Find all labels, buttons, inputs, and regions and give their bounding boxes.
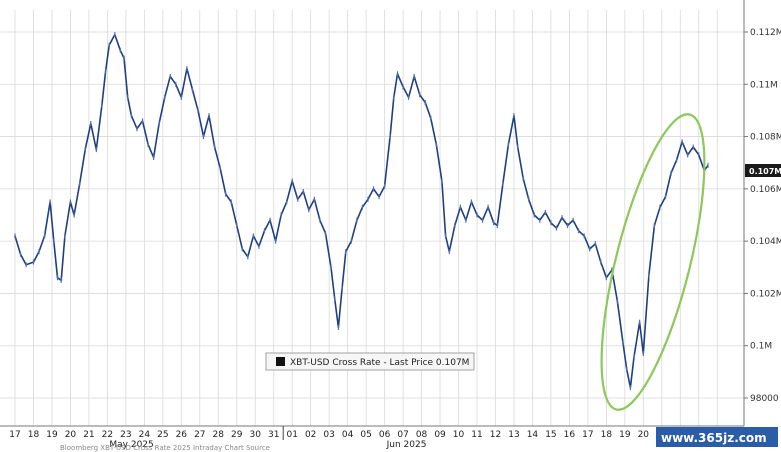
- x-tick-label: 14: [527, 430, 539, 440]
- legend-label: XBT-USD Cross Rate - Last Price 0.107M: [290, 358, 469, 368]
- x-tick-label: 30: [250, 430, 262, 440]
- x-tick-label: 16: [564, 430, 576, 440]
- x-tick-label: 24: [139, 430, 151, 440]
- x-tick-label: 20: [65, 430, 77, 440]
- x-tick-label: 04: [342, 430, 354, 440]
- x-tick-label: 11: [471, 430, 482, 440]
- x-tick-label: 26: [176, 430, 188, 440]
- y-tick-label: 0.106M: [750, 185, 781, 195]
- y-tick-label: 0.1M: [750, 342, 772, 352]
- x-tick-label: 05: [360, 430, 371, 440]
- y-axis: 0.112M 0.11M 0.108M 0.106M 0.104M 0.102M 0.1M 9…: [744, 28, 781, 404]
- x-tick-label: 17: [9, 430, 20, 440]
- x-tick-label: 01: [286, 430, 297, 440]
- y-tick-label: 0.112M: [750, 28, 781, 38]
- x-tick-label: 10: [453, 430, 465, 440]
- x-tick-label: 03: [323, 430, 334, 440]
- y-tick-label: 0.104M: [750, 237, 781, 247]
- highlight-ellipse: [600, 113, 706, 411]
- x-tick-label: 27: [194, 430, 205, 440]
- x-tick-label: 28: [213, 430, 225, 440]
- x-tick-label: 23: [120, 430, 131, 440]
- y-tick-label: 0.11M: [750, 80, 778, 90]
- x-tick-label: 08: [416, 430, 428, 440]
- x-tick-label: 12: [490, 430, 501, 440]
- x-tick-label: 09: [434, 430, 446, 440]
- x-tick-label: 25: [157, 430, 168, 440]
- month-label: May 2025: [109, 440, 153, 450]
- y-tick-label: 98000: [750, 394, 779, 404]
- x-tick-label: 22: [102, 430, 113, 440]
- series-layer: [14, 32, 709, 391]
- x-tick-label: 02: [305, 430, 316, 440]
- x-tick-label: 18: [601, 430, 613, 440]
- x-tick-label: 13: [508, 430, 519, 440]
- month-label: Jun 2025: [386, 440, 427, 450]
- x-tick-label: 17: [582, 430, 593, 440]
- y-tick-label: 0.108M: [750, 133, 781, 143]
- x-tick-label: 19: [619, 430, 631, 440]
- legend: XBT-USD Cross Rate - Last Price 0.107M: [265, 352, 475, 371]
- x-tick-label: 31: [268, 430, 279, 440]
- x-tick-label: 15: [545, 430, 556, 440]
- x-tick-label: 21: [83, 430, 94, 440]
- watermark-text: www.365jz.com: [661, 431, 767, 445]
- x-tick-label: 20: [638, 430, 650, 440]
- legend-swatch: [276, 357, 285, 366]
- x-tick-label: 18: [28, 430, 40, 440]
- price-line: [14, 33, 709, 389]
- x-tick-label: 07: [397, 430, 408, 440]
- watermark: www.365jz.com: [656, 427, 778, 447]
- last-price-label: 0.107M: [749, 167, 781, 176]
- footer-text: Bloomberg XBT-USD Cross Rate 2025 Intrad…: [60, 444, 270, 452]
- y-tick-label: 0.102M: [750, 289, 781, 299]
- x-tick-label: 29: [231, 430, 243, 440]
- x-tick-label: 19: [46, 430, 58, 440]
- last-price-tag: 0.107M: [745, 164, 781, 177]
- x-tick-label: 06: [379, 430, 391, 440]
